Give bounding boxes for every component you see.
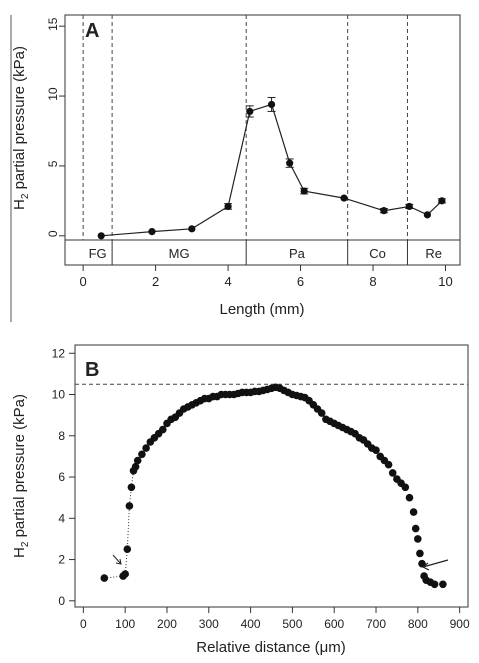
x-tick-label: 2 <box>152 274 159 289</box>
x-tick-label: 800 <box>408 617 428 631</box>
y-tick-label: 15 <box>46 17 60 31</box>
arrow-left <box>112 554 122 565</box>
data-point <box>246 107 254 116</box>
data-point <box>439 580 447 589</box>
region-label-re: Re <box>425 246 442 261</box>
data-point <box>340 194 348 202</box>
panel-a-y-axis-label-sub: 2 <box>20 193 31 199</box>
series-line <box>101 103 443 237</box>
data-point <box>224 202 232 211</box>
x-tick-label: 4 <box>224 274 231 289</box>
data-point <box>100 574 109 582</box>
y-tick-label: 4 <box>58 511 65 525</box>
arrow-right <box>422 559 449 568</box>
x-tick-label: 100 <box>115 617 135 631</box>
x-tick-label: 500 <box>282 617 302 631</box>
panel-a-y-axis-label-rest: partial pressure (kPa) <box>11 46 28 194</box>
x-tick-label: 200 <box>157 617 177 631</box>
data-point <box>300 187 308 195</box>
x-tick-label: 300 <box>199 617 219 631</box>
data-point <box>267 100 276 109</box>
arrow-right-head <box>421 562 430 571</box>
x-tick-label: 0 <box>80 617 87 631</box>
data-point <box>372 446 380 455</box>
panel-a-x-axis-label: Length (mm) <box>219 301 304 318</box>
data-point <box>317 409 326 417</box>
panel-a-x-axis: 0 2 4 6 8 10 <box>80 265 453 289</box>
y-tick-label: 10 <box>46 87 60 101</box>
x-tick-label: 0 <box>80 274 87 289</box>
region-label-fg: FG <box>89 246 107 261</box>
data-point <box>423 211 431 219</box>
panel-a-plot-frame <box>64 14 461 266</box>
data-point <box>125 502 134 510</box>
panel-b-plot-frame <box>74 344 469 608</box>
panel-b-arrows <box>112 554 449 571</box>
panel-a-boundaries <box>82 15 408 265</box>
panel-a-y-axis: 0 5 10 15 <box>46 17 65 237</box>
data-point <box>380 207 388 215</box>
data-point <box>414 535 422 543</box>
y-tick-label: 8 <box>58 429 65 443</box>
data-point <box>286 159 294 167</box>
region-label-mg: MG <box>169 246 190 261</box>
data-point <box>97 232 105 240</box>
panel-b-series <box>100 383 447 589</box>
data-point <box>133 456 142 465</box>
panel-b-y-axis-label: H2 partial pressure (kPa) <box>11 394 31 558</box>
data-point <box>384 460 393 469</box>
panel-b-y-axis-label-main: H <box>11 547 28 558</box>
panel-a-y-axis-label: H2 partial pressure (kPa) <box>11 46 31 210</box>
y-tick-label: 0 <box>46 230 60 237</box>
data-point <box>131 462 140 471</box>
panel-b-letter: B <box>85 359 99 381</box>
data-point <box>188 225 196 233</box>
panel-a-region-labels: FG MG Pa Co Re <box>89 246 442 261</box>
data-point <box>127 483 136 492</box>
data-point <box>430 580 439 589</box>
panel-b-x-axis: 0 100 200 300 400 500 600 700 800 900 <box>80 607 470 631</box>
x-tick-label: 700 <box>366 617 386 631</box>
data-point <box>405 493 414 502</box>
data-point <box>411 524 420 533</box>
data-point <box>123 545 132 553</box>
data-point <box>405 202 413 211</box>
x-tick-label: 10 <box>438 274 452 289</box>
panel-b: B 0 2 4 6 8 10 12 0 100 200 300 400 500 600 700 800 900… <box>11 344 470 656</box>
y-tick-label: 0 <box>58 594 65 608</box>
y-tick-label: 2 <box>58 553 65 567</box>
data-point <box>148 228 156 236</box>
data-point <box>401 483 410 492</box>
x-tick-label: 900 <box>450 617 470 631</box>
region-label-pa: Pa <box>289 246 306 261</box>
data-point <box>416 549 424 558</box>
panel-b-x-axis-label: Relative distance (μm) <box>196 639 346 656</box>
x-tick-label: 8 <box>369 274 376 289</box>
panel-a-letter: A <box>85 20 99 42</box>
x-tick-label: 600 <box>324 617 344 631</box>
data-point <box>142 444 150 452</box>
data-point <box>388 469 397 477</box>
panel-b-y-axis-label-rest: partial pressure (kPa) <box>11 394 28 542</box>
region-label-co: Co <box>369 246 386 261</box>
y-tick-label: 6 <box>58 470 65 484</box>
data-point <box>409 508 418 516</box>
x-tick-label: 6 <box>297 274 304 289</box>
panel-a-series <box>97 96 446 240</box>
panel-b-y-axis-label-sub: 2 <box>20 541 31 547</box>
data-point <box>138 450 146 459</box>
x-tick-label: 400 <box>241 617 261 631</box>
panel-b-y-axis: 0 2 4 6 8 10 12 <box>52 346 75 608</box>
data-point <box>438 197 446 205</box>
data-point <box>121 570 129 578</box>
panel-a-y-axis-label-main: H <box>11 199 28 210</box>
data-point <box>159 425 167 434</box>
y-tick-label: 10 <box>52 388 66 402</box>
arrow-left-head <box>115 558 122 565</box>
y-tick-label: 5 <box>46 160 60 167</box>
y-tick-label: 12 <box>52 346 66 360</box>
